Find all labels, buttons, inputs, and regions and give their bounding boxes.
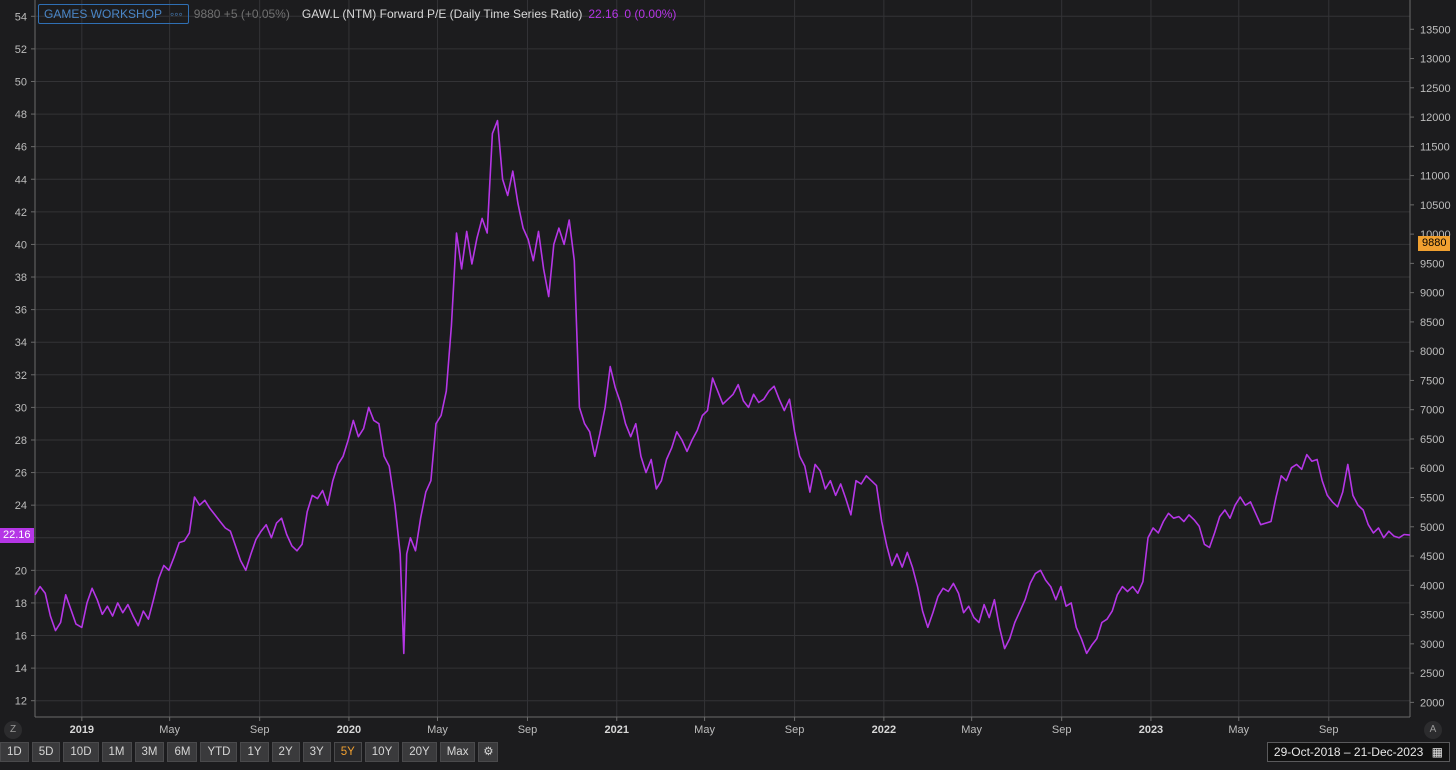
range-button-5d[interactable]: 5D: [31, 742, 61, 762]
y-tick-label-right: 4000: [1420, 580, 1444, 592]
y-tick-label-right: 7000: [1420, 405, 1444, 417]
y-tick-label-left: 40: [15, 239, 27, 251]
zoom-button[interactable]: Z: [4, 721, 22, 739]
y-tick-label-left: 48: [15, 109, 27, 121]
gear-icon[interactable]: ⚙: [478, 742, 499, 762]
x-tick-label: May: [1228, 724, 1249, 736]
price-info: 9880 +5 (+0.05%): [193, 7, 290, 21]
y-tick-label-right: 3000: [1420, 639, 1444, 651]
y-tick-label-left: 42: [15, 207, 27, 219]
last-value-label-left: 22.16: [0, 528, 34, 543]
y-tick-label-right: 4500: [1420, 551, 1444, 563]
x-tick-label: May: [159, 724, 180, 736]
y-tick-label-right: 6000: [1420, 463, 1444, 475]
x-tick-label: 2022: [872, 724, 896, 736]
range-button-1m[interactable]: 1M: [101, 742, 132, 762]
series-value: 22.16: [588, 7, 619, 21]
last-price-label-right: 9880: [1418, 236, 1451, 251]
calendar-icon[interactable]: ▦: [1431, 745, 1443, 759]
range-button-2y[interactable]: 2Y: [271, 742, 300, 762]
y-tick-label-left: 26: [15, 468, 27, 480]
x-tick-label: 2021: [605, 724, 629, 736]
x-tick-label: Sep: [1319, 724, 1339, 736]
y-tick-label-left: 16: [15, 631, 27, 643]
series-label: GAW.L (NTM) Forward P/E (Daily Time Seri…: [301, 7, 583, 21]
y-tick-label-right: 10500: [1420, 200, 1451, 212]
x-tick-label: Sep: [250, 724, 270, 736]
y-tick-label-left: 28: [15, 435, 27, 447]
more-dots-icon[interactable]: ◦◦◦: [170, 7, 183, 21]
y-tick-label-left: 44: [15, 174, 27, 186]
security-selector[interactable]: GAMES WORKSHOP ◦◦◦: [38, 4, 189, 24]
x-tick-label: 2023: [1139, 724, 1163, 736]
y-tick-label-left: 14: [15, 663, 27, 675]
range-button-10y[interactable]: 10Y: [364, 742, 400, 762]
y-tick-label-left: 30: [15, 402, 27, 414]
y-tick-label-left: 54: [15, 11, 27, 23]
y-tick-label-right: 7500: [1420, 375, 1444, 387]
y-tick-label-right: 8000: [1420, 346, 1444, 358]
x-tick-label: May: [961, 724, 982, 736]
range-button-ytd[interactable]: YTD: [200, 742, 238, 762]
x-tick-label: Sep: [1052, 724, 1072, 736]
series-change: 0 (0.00%): [624, 7, 677, 21]
y-tick-label-right: 9500: [1420, 258, 1444, 270]
pe-ratio-line: [34, 119, 1411, 655]
y-tick-label-right: 6500: [1420, 434, 1444, 446]
date-range-picker[interactable]: 29-Oct-2018 – 21-Dec-2023 ▦: [1266, 742, 1450, 762]
range-toolbar: 1D 5D 10D 1M 3M 6M YTD 1Y 2Y 3Y 5Y 10Y 20Y Max ⚙: [0, 742, 499, 764]
y-tick-label-right: 2500: [1420, 668, 1444, 680]
range-button-1d[interactable]: 1D: [0, 742, 29, 762]
autoscale-button[interactable]: A: [1424, 721, 1442, 739]
range-button-6m[interactable]: 6M: [167, 742, 198, 762]
range-button-5y[interactable]: 5Y: [333, 742, 362, 762]
range-button-1y[interactable]: 1Y: [240, 742, 269, 762]
security-name: GAMES WORKSHOP: [44, 7, 163, 21]
y-axis-left: 1214161820222426283032343638404244464850…: [15, 11, 35, 708]
x-axis: 2019 May Sep 2020 May Sep 2021 May Sep 2022 May Sep…: [70, 717, 1339, 736]
y-tick-label-right: 12500: [1420, 83, 1451, 95]
y-tick-label-left: 18: [15, 598, 27, 610]
y-tick-label-right: 3500: [1420, 610, 1444, 622]
chart-grid: [35, 0, 1410, 717]
y-tick-label-left: 34: [15, 337, 27, 349]
y-tick-label-right: 11000: [1420, 171, 1450, 183]
y-tick-label-left: 46: [15, 142, 27, 154]
y-tick-label-right: 13000: [1420, 54, 1451, 66]
x-tick-label: Sep: [518, 724, 538, 736]
x-tick-label: 2019: [70, 724, 94, 736]
y-tick-label-right: 5000: [1420, 522, 1444, 534]
y-tick-label-left: 52: [15, 44, 27, 56]
range-button-20y[interactable]: 20Y: [402, 742, 437, 762]
range-button-3m[interactable]: 3M: [134, 742, 165, 762]
y-tick-label-right: 13500: [1420, 24, 1451, 36]
x-tick-label: May: [427, 724, 448, 736]
y-tick-label-right: 9000: [1420, 288, 1444, 300]
y-tick-label-right: 2000: [1420, 697, 1444, 709]
x-tick-label: May: [694, 724, 715, 736]
date-range-text: 29-Oct-2018 – 21-Dec-2023: [1273, 745, 1424, 759]
y-tick-label-right: 12000: [1420, 112, 1451, 124]
y-tick-label-left: 20: [15, 565, 27, 577]
y-tick-label-left: 50: [15, 76, 27, 88]
x-tick-label: 2020: [337, 724, 361, 736]
y-tick-label-right: 5500: [1420, 493, 1444, 505]
range-button-max[interactable]: Max: [439, 742, 476, 762]
y-tick-label-right: 11500: [1420, 141, 1450, 153]
y-tick-label-right: 8500: [1420, 317, 1444, 329]
y-tick-label-left: 24: [15, 500, 27, 512]
y-tick-label-left: 36: [15, 305, 27, 317]
range-button-10d[interactable]: 10D: [63, 742, 99, 762]
chart-header: GAMES WORKSHOP ◦◦◦ 9880 +5 (+0.05%) GAW.…: [38, 4, 676, 24]
range-button-3y[interactable]: 3Y: [302, 742, 331, 762]
y-tick-label-left: 32: [15, 370, 27, 382]
y-tick-label-left: 12: [15, 696, 27, 708]
x-tick-label: Sep: [785, 724, 805, 736]
y-tick-label-left: 38: [15, 272, 27, 284]
